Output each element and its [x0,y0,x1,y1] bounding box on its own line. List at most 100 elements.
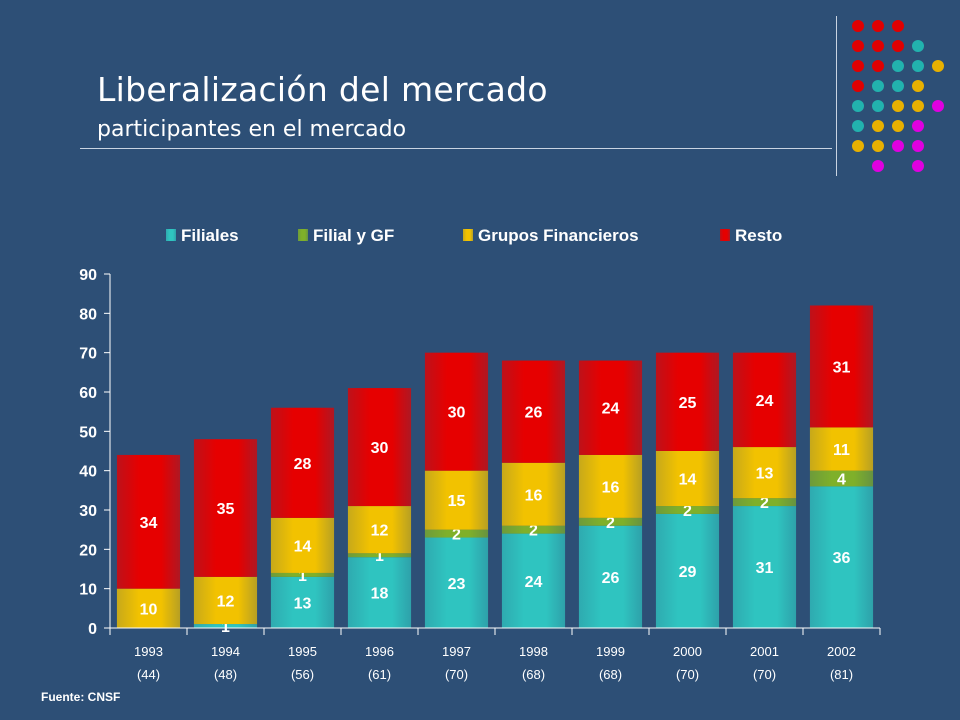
legend-swatch [166,229,176,241]
data-label: 34 [140,515,158,532]
legend-swatch [720,229,730,241]
decor-dot [872,120,884,132]
data-label: 24 [525,574,543,591]
decor-dot [892,60,904,72]
bar-segment-grupos-financieros [270,517,335,573]
bar-segment-filial-y-gf [270,572,335,577]
bar-segment-resto [655,352,720,451]
bar-segment-filiales [193,624,258,628]
decor-dot [892,120,904,132]
bar-segment-grupos-financieros [578,454,643,518]
decor-dot [852,60,864,72]
decor-dot [872,100,884,112]
data-label: 2 [760,495,769,512]
bar-segment-filiales [347,557,412,628]
decor-dot [932,60,944,72]
x-tick-label: 2000 [673,644,702,659]
decor-dot [912,140,924,152]
decor-dot [892,80,904,92]
legend-label: Filiales [181,226,239,245]
bar-segment-filiales [578,525,643,628]
bar-segment-grupos-financieros [501,462,566,526]
vertical-divider [836,16,837,176]
bar-segment-grupos-financieros [116,588,181,628]
bar-segment-filial-y-gf [732,498,797,507]
x-tick-label: 2001 [750,644,779,659]
decor-dot [872,20,884,32]
decor-dot [912,160,924,172]
title-divider [80,148,832,149]
data-label: 16 [602,479,620,496]
y-tick-label: 80 [79,306,97,323]
decor-dot [932,100,944,112]
data-label: 4 [837,472,846,489]
bar-segment-resto [193,439,258,577]
x-tick-label: 1999 [596,644,625,659]
bar-segment-resto [347,388,412,507]
data-label: 23 [448,576,466,593]
y-tick-label: 70 [79,346,97,363]
data-label: 30 [371,440,389,457]
data-label: 2 [452,527,461,544]
bar-segment-filial-y-gf [424,529,489,538]
decorative-dot-grid [852,20,944,172]
decor-dot [852,20,864,32]
y-tick-label: 60 [79,385,97,402]
data-label: 15 [448,493,466,510]
legend-label: Grupos Financieros [478,226,639,245]
decor-dot [912,40,924,52]
x-tick-label: 1998 [519,644,548,659]
bar-segment-filiales [270,576,335,628]
x-tick-sublabel: (48) [214,667,237,682]
data-label: 2 [683,503,692,520]
y-tick-label: 90 [79,267,97,284]
decor-dot [912,60,924,72]
page-title: Liberalización del mercado [97,70,548,109]
bar-segment-filial-y-gf [578,517,643,526]
y-tick-label: 0 [88,621,97,638]
data-label: 31 [756,560,774,577]
x-tick-label: 1996 [365,644,394,659]
y-tick-label: 30 [79,503,97,520]
bar-segment-grupos-financieros [655,451,720,507]
data-label: 35 [217,501,235,518]
data-label: 26 [602,570,620,587]
bar-segment-resto [501,360,566,463]
decor-dot [872,80,884,92]
decor-dot [852,100,864,112]
legend-label: Filial y GF [313,226,394,245]
decor-dot [892,20,904,32]
data-label: 14 [679,472,697,489]
data-label: 16 [525,487,543,504]
data-label: 13 [294,595,312,612]
x-tick-label: 1995 [288,644,317,659]
decor-dot [892,40,904,52]
data-label: 28 [294,456,312,473]
x-tick-sublabel: (68) [522,667,545,682]
decor-dot [852,140,864,152]
decor-dot [912,100,924,112]
bar-segment-grupos-financieros [193,576,258,625]
y-tick-label: 40 [79,464,97,481]
decor-dot [912,80,924,92]
bar-segment-filial-y-gf [501,525,566,534]
data-label: 12 [371,523,389,540]
decor-dot [892,140,904,152]
data-label: 2 [606,515,615,532]
x-tick-label: 1994 [211,644,240,659]
data-label: 29 [679,564,697,581]
bar-segment-filiales [809,486,874,628]
x-tick-sublabel: (70) [445,667,468,682]
decor-dot [892,100,904,112]
data-label: 13 [756,466,774,483]
data-label: 24 [602,401,620,418]
x-tick-sublabel: (56) [291,667,314,682]
x-tick-sublabel: (68) [599,667,622,682]
x-tick-label: 1997 [442,644,471,659]
data-label: 31 [833,359,851,376]
x-tick-sublabel: (81) [830,667,853,682]
bar-segment-filiales [424,537,489,628]
decor-dot [852,120,864,132]
bar-segment-filiales [655,513,720,628]
